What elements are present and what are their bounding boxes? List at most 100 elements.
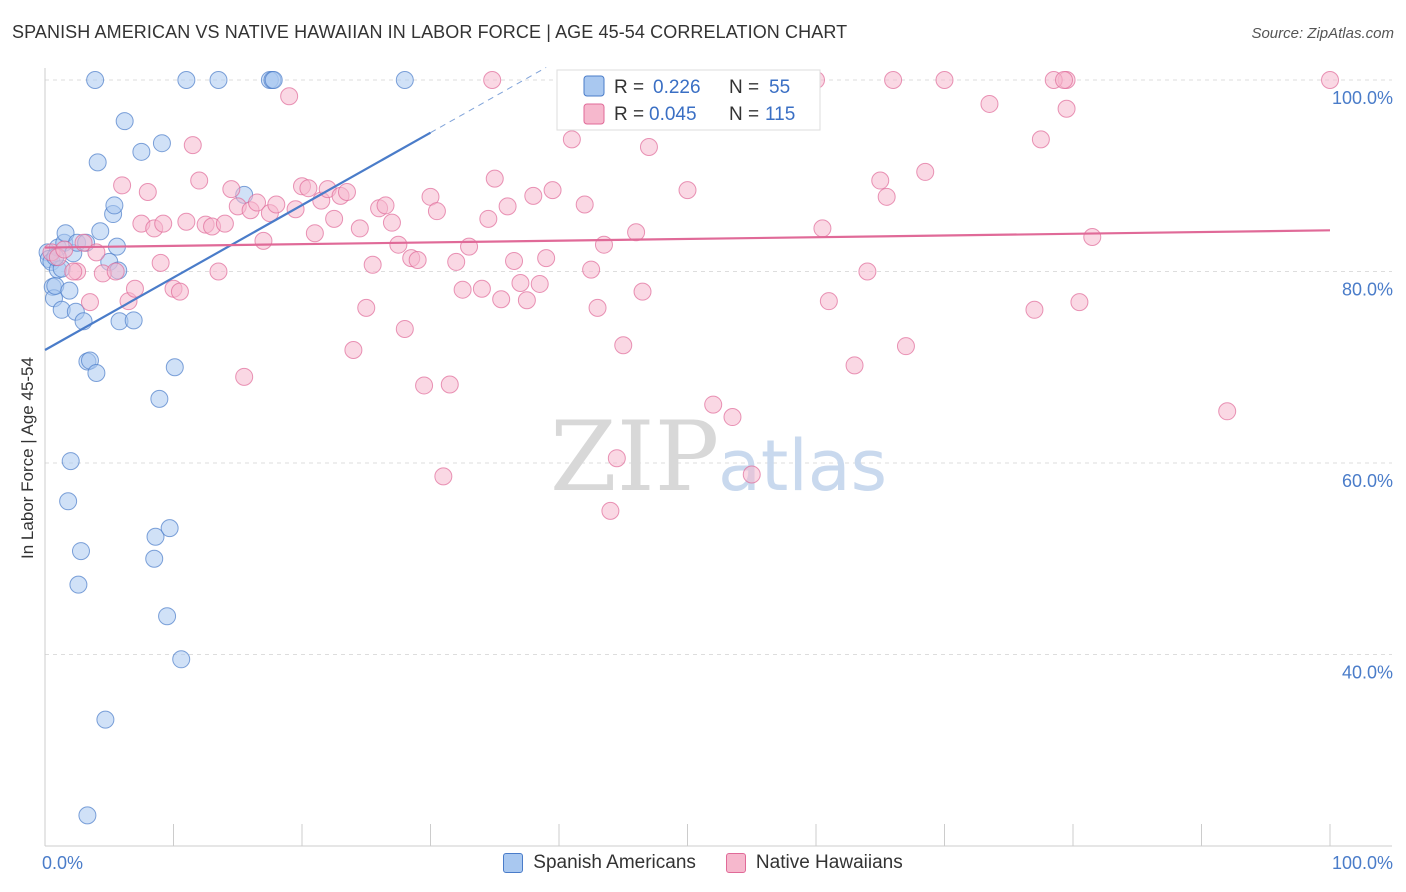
- legend-item-spanish-americans: Spanish Americans: [503, 852, 696, 874]
- chart-title: SPANISH AMERICAN VS NATIVE HAWAIIAN IN L…: [12, 22, 848, 42]
- point-hawaiian-82: [614, 336, 633, 355]
- point-spanish-18: [69, 575, 88, 594]
- point-hawaiian-46: [357, 298, 376, 317]
- y-tick-labels: 100.0% 80.0% 60.0% 40.0%: [1332, 88, 1393, 683]
- point-hawaiian-59: [440, 375, 459, 394]
- swatch-blue: [503, 853, 524, 873]
- point-hawaiian-109: [1055, 71, 1074, 89]
- point-spanish-19: [71, 542, 90, 561]
- legend-r-label-1: R =: [614, 77, 644, 98]
- point-hawaiian-112: [1321, 71, 1339, 89]
- point-spanish-45: [172, 650, 191, 669]
- point-hawaiian-9: [113, 176, 132, 195]
- legend-item-native-hawaiians: Native Hawaiians: [725, 852, 903, 874]
- watermark-atlas: atlas: [718, 425, 887, 507]
- bottom-legend: Spanish Americans Native Hawaiians: [0, 852, 1406, 874]
- point-hawaiian-73: [537, 249, 556, 268]
- point-hawaiian-68: [505, 251, 524, 270]
- point-hawaiian-86: [678, 181, 697, 200]
- point-hawaiian-5: [80, 293, 99, 312]
- point-spanish-41: [152, 134, 171, 153]
- point-hawaiian-16: [154, 214, 173, 233]
- legend-swatch-pink: [583, 103, 605, 125]
- point-spanish-25: [87, 363, 106, 382]
- legend-n-value-2: 115: [765, 104, 795, 125]
- point-spanish-24: [86, 71, 105, 89]
- point-hawaiian-37: [299, 179, 318, 198]
- axes: [44, 68, 1392, 847]
- point-spanish-35: [115, 112, 134, 131]
- point-hawaiian-99: [896, 337, 915, 356]
- point-hawaiian-94: [845, 356, 864, 375]
- point-hawaiian-111: [1218, 402, 1237, 421]
- point-hawaiian-75: [562, 130, 581, 149]
- point-hawaiian-114: [64, 262, 83, 281]
- watermark-zip: ZIP: [550, 401, 719, 513]
- legend-label-spanish-americans: Spanish Americans: [533, 852, 696, 873]
- point-hawaiian-15: [151, 253, 170, 272]
- point-hawaiian-47: [363, 255, 382, 274]
- point-spanish-31: [105, 196, 124, 215]
- point-hawaiian-97: [877, 187, 896, 206]
- point-spanish-44: [165, 358, 184, 377]
- x-tick-label-100: 100.0%: [1332, 853, 1393, 873]
- trend-pink: [44, 229, 1331, 249]
- y-tick-label-100: 100.0%: [1332, 88, 1393, 108]
- point-hawaiian-93: [819, 292, 838, 311]
- point-hawaiian-45: [350, 219, 369, 238]
- watermark: ZIP atlas: [550, 401, 887, 513]
- point-hawaiian-61: [453, 280, 472, 299]
- point-spanish-47: [209, 71, 228, 89]
- legend-n-label-2: N =: [729, 104, 759, 125]
- point-hawaiian-81: [607, 449, 626, 468]
- legend-n-label-1: N =: [729, 77, 759, 98]
- legend-r-value-2: 0.045: [649, 104, 697, 125]
- point-hawaiian-101: [935, 71, 954, 89]
- point-hawaiian-98: [884, 71, 903, 89]
- point-hawaiian-11: [125, 279, 144, 298]
- legend-n-value-1: 55: [769, 77, 790, 98]
- point-hawaiian-76: [575, 195, 594, 214]
- point-hawaiian-24: [209, 262, 228, 281]
- point-hawaiian-55: [415, 376, 434, 395]
- point-spanish-42: [158, 607, 177, 626]
- legend-swatch-blue: [583, 75, 605, 97]
- point-spanish-14: [61, 452, 80, 471]
- point-hawaiian-60: [447, 252, 466, 271]
- point-hawaiian-89: [742, 465, 761, 484]
- point-hawaiian-67: [498, 197, 517, 216]
- legend-label-native-hawaiians: Native Hawaiians: [755, 852, 903, 873]
- point-hawaiian-92: [813, 219, 832, 238]
- point-hawaiian-80: [601, 501, 620, 520]
- point-hawaiian-84: [633, 282, 652, 301]
- x-tick-label-0: 0.0%: [42, 853, 83, 873]
- point-hawaiian-49: [376, 196, 395, 215]
- point-spanish-36: [124, 311, 143, 330]
- point-hawaiian-74: [543, 181, 562, 200]
- point-hawaiian-43: [337, 183, 356, 202]
- point-hawaiian-58: [434, 467, 453, 486]
- point-spanish-27: [91, 222, 110, 241]
- point-hawaiian-65: [485, 169, 504, 188]
- point-hawaiian-66: [492, 290, 511, 309]
- point-hawaiian-41: [325, 209, 344, 228]
- point-spanish-28: [96, 710, 115, 729]
- point-hawaiian-85: [639, 138, 658, 157]
- point-hawaiian-44: [344, 341, 363, 360]
- point-hawaiian-13: [138, 183, 157, 202]
- point-spanish-38: [145, 549, 164, 568]
- legend-r-value-1: 0.226: [653, 77, 701, 98]
- point-hawaiian-70: [517, 291, 536, 310]
- point-hawaiian-113: [483, 71, 502, 89]
- point-hawaiian-28: [235, 367, 254, 386]
- point-spanish-12: [59, 492, 78, 511]
- point-spanish-46: [177, 71, 196, 89]
- point-spanish-26: [88, 153, 107, 172]
- y-tick-label-80: 80.0%: [1342, 280, 1393, 300]
- point-hawaiian-106: [1070, 293, 1089, 312]
- point-hawaiian-96: [871, 171, 890, 190]
- point-hawaiian-2: [55, 240, 74, 259]
- point-hawaiian-62: [460, 237, 479, 256]
- point-hawaiian-102: [980, 94, 999, 113]
